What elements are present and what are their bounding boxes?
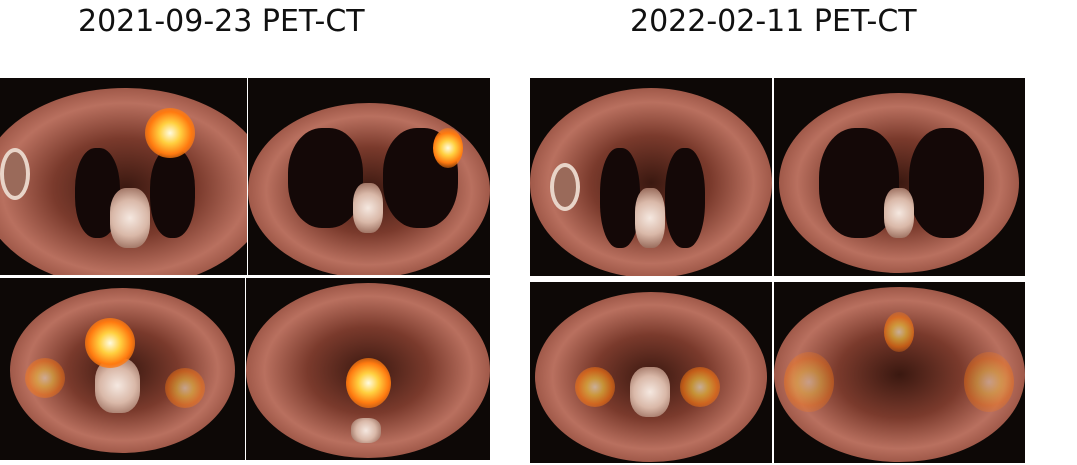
scan-2021-abdomen [0,278,245,460]
scan-2022-pelvis [774,282,1025,463]
scan-2021-pelvis [246,278,490,460]
right-panel-title: 2022-02-11 PET-CT [630,4,917,39]
left-panel-title: 2021-09-23 PET-CT [78,4,365,39]
scan-2022-lower-thorax [774,78,1025,276]
scan-2022-abdomen [530,282,772,463]
scan-2021-upper-thorax [0,78,247,275]
scan-2022-upper-thorax [530,78,772,276]
scan-2021-lower-thorax [248,78,490,275]
